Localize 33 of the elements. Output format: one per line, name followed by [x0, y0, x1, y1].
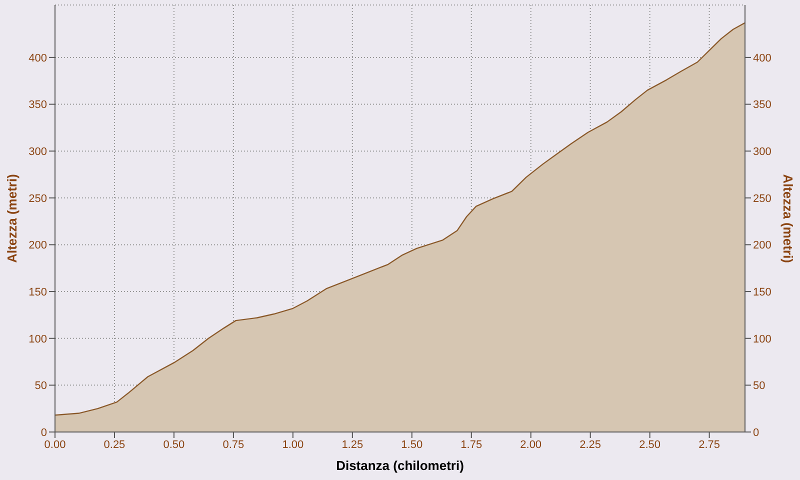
x-tick-label: 1.00 — [282, 438, 304, 451]
x-tick-label: 0.00 — [44, 438, 66, 451]
x-tick-label: 2.00 — [520, 438, 542, 451]
y-tick-label: 150 — [28, 286, 47, 298]
x-tick-label: 0.75 — [222, 438, 244, 451]
x-axis-title: Distanza (chilometri) — [336, 458, 464, 473]
y-axis-title: Altezza (metri) — [4, 174, 20, 263]
y-tick-label: 200 — [28, 240, 47, 252]
y2-tick-label: 50 — [753, 380, 766, 392]
y2-tick-label: 0 — [753, 426, 760, 439]
y2-tick-label: 350 — [753, 99, 772, 112]
y2-tick-label: 300 — [753, 146, 772, 158]
x-tick-label: 2.25 — [580, 438, 602, 451]
y2-tick-label: 100 — [753, 333, 772, 346]
y-tick-label: 100 — [28, 333, 47, 346]
y-tick-label: 0 — [40, 426, 47, 439]
y-tick-label: 350 — [28, 99, 47, 112]
y-tick-label: 400 — [28, 52, 47, 64]
y-tick-label: 300 — [28, 146, 47, 158]
x-tick-label: 1.25 — [342, 438, 364, 451]
x-tick-label: 0.50 — [163, 438, 185, 451]
x-tick-label: 2.50 — [639, 438, 661, 451]
y-tick-label: 50 — [34, 380, 47, 392]
x-tick-label: 0.25 — [104, 438, 126, 451]
y-tick-label: 250 — [28, 192, 47, 205]
y2-tick-label: 150 — [753, 286, 772, 298]
y2-tick-label: 200 — [753, 240, 772, 252]
x-tick-label: 2.75 — [698, 438, 720, 451]
y2-tick-label: 250 — [753, 192, 772, 205]
y2-axis-title: Altezza (metri) — [780, 174, 796, 263]
x-tick-label: 1.50 — [401, 438, 423, 451]
x-tick-label: 1.75 — [460, 438, 482, 451]
y2-tick-label: 400 — [753, 52, 772, 64]
